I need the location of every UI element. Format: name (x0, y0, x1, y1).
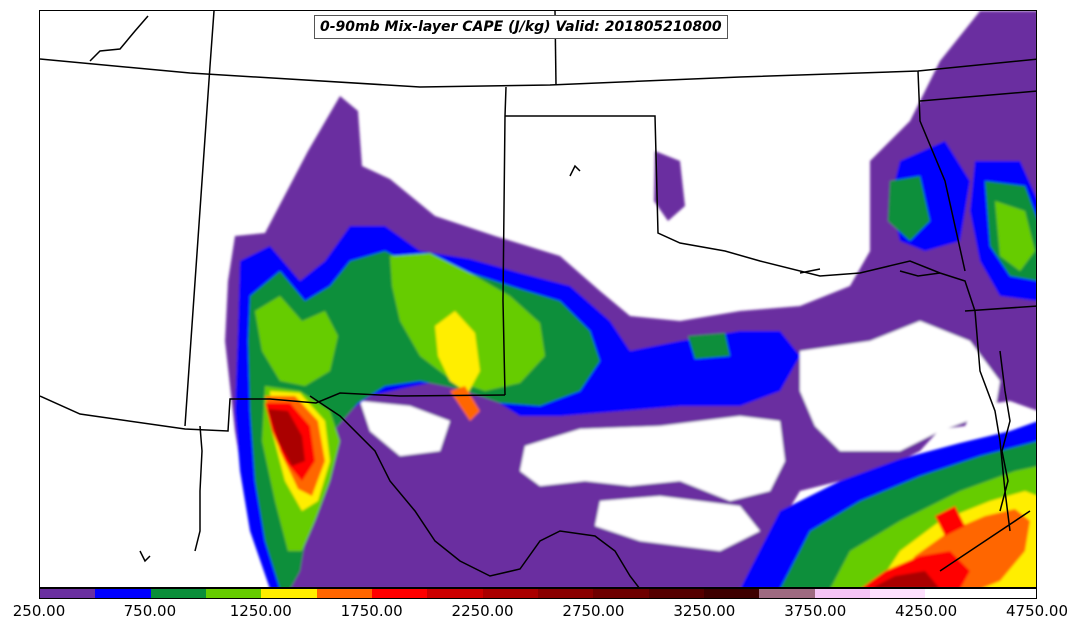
colorbar-segment (150, 589, 206, 598)
colorbar-tick-label: 1750.00 (340, 602, 403, 620)
colorbar-segment (371, 589, 428, 598)
colorbar-segment (482, 589, 538, 598)
colorbar-segment (316, 589, 372, 598)
colorbar-segment (537, 589, 594, 598)
colorbar-segment (427, 589, 483, 598)
state-boundaries (40, 11, 1036, 587)
colorbar-segment (648, 589, 704, 598)
colorbar (39, 588, 1037, 599)
colorbar-segment (703, 589, 760, 598)
colorbar-segment (980, 589, 1036, 598)
colorbar-segment (40, 589, 96, 598)
colorbar-segment (261, 589, 317, 598)
cape-contours (225, 11, 1036, 587)
colorbar-segment (593, 589, 649, 598)
colorbar-segment (869, 589, 926, 598)
colorbar-tick-label: 250.00 (12, 602, 66, 620)
colorbar-segment (95, 589, 151, 598)
map-title: 0-90mb Mix-layer CAPE (J/kg) Valid: 2018… (314, 15, 728, 39)
colorbar-tick-label: 3750.00 (784, 602, 847, 620)
colorbar-segment (205, 589, 262, 598)
colorbar-segment (759, 589, 815, 598)
map-panel (39, 10, 1037, 588)
colorbar-tick-label: 2250.00 (451, 602, 514, 620)
colorbar-tick-label: 4250.00 (895, 602, 958, 620)
colorbar-tick-label: 750.00 (123, 602, 177, 620)
colorbar-segment (925, 589, 981, 598)
colorbar-tick-label: 4750.00 (1005, 602, 1069, 620)
colorbar-tick-label: 2750.00 (562, 602, 625, 620)
colorbar-tick-label: 1250.00 (229, 602, 292, 620)
colorbar-segment (814, 589, 870, 598)
colorbar-tick-label: 3250.00 (673, 602, 736, 620)
cape-map (40, 11, 1036, 587)
